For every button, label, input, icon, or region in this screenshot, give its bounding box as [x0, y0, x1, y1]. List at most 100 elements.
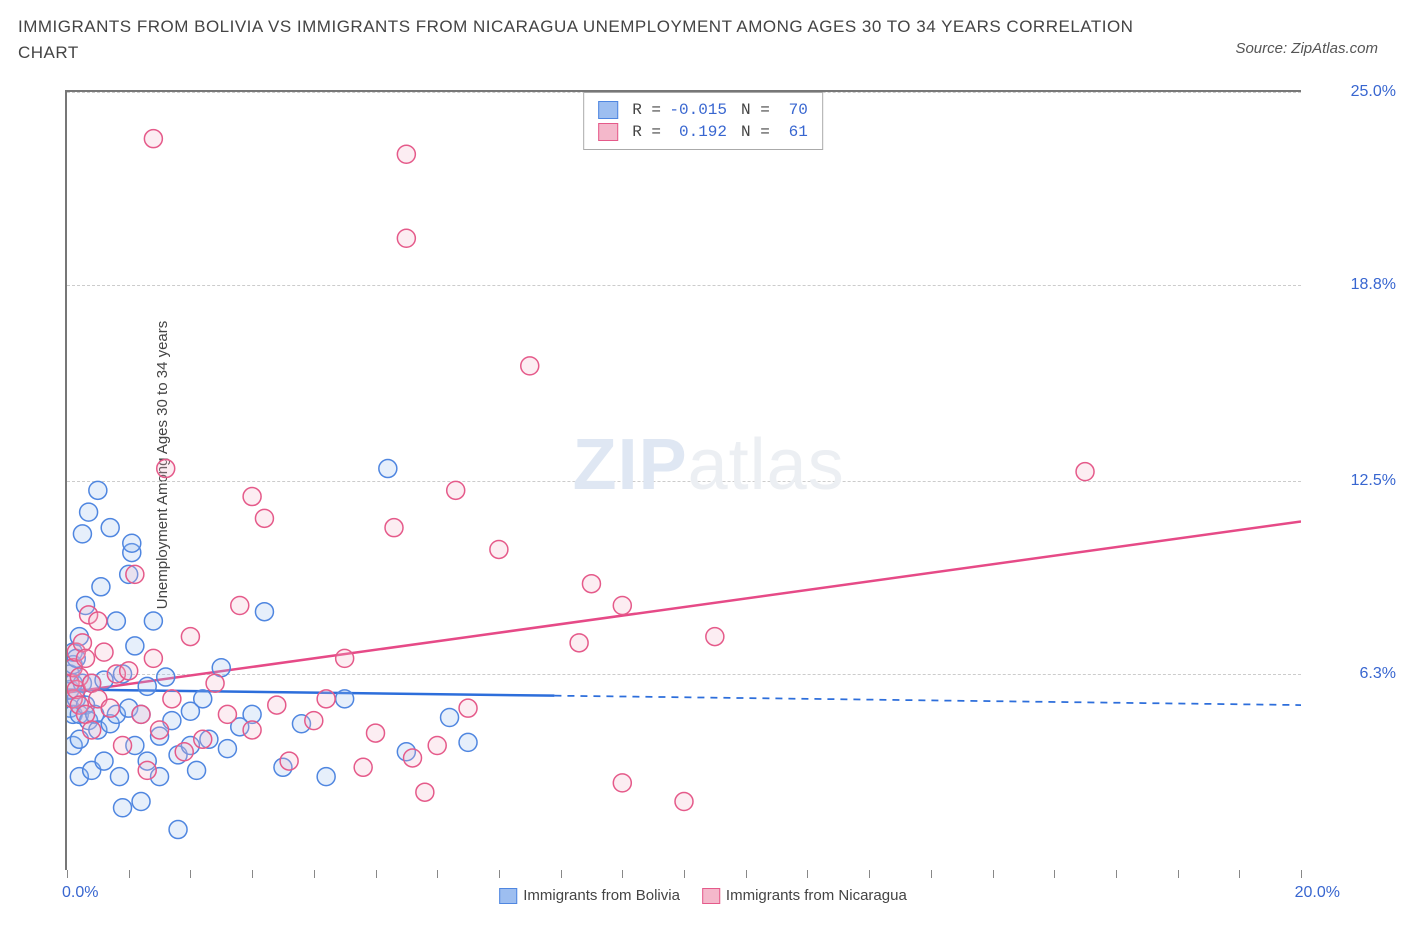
data-point [80, 503, 98, 521]
data-point [114, 737, 132, 755]
data-point [416, 783, 434, 801]
data-point [126, 637, 144, 655]
chart-svg [67, 92, 1301, 870]
data-point [428, 737, 446, 755]
x-tick [1116, 870, 1117, 878]
data-point [188, 761, 206, 779]
data-point [95, 643, 113, 661]
data-point [404, 749, 422, 767]
data-point [163, 690, 181, 708]
data-point [280, 752, 298, 770]
data-point [490, 540, 508, 558]
data-point [218, 740, 236, 758]
legend-row-bolivia: R = -0.015 N = 70 [598, 99, 808, 121]
x-tick [746, 870, 747, 878]
data-point [107, 612, 125, 630]
trend-line [67, 521, 1301, 692]
data-point [336, 690, 354, 708]
x-tick [129, 870, 130, 878]
legend-n-nicaragua: 61 [774, 123, 808, 141]
data-point [231, 596, 249, 614]
x-tick [1054, 870, 1055, 878]
data-point [169, 821, 187, 839]
data-point [92, 578, 110, 596]
data-point [110, 768, 128, 786]
legend-label-r: R = [632, 101, 661, 119]
legend-label-r: R = [632, 123, 661, 141]
x-tick [190, 870, 191, 878]
legend-label-n: N = [741, 101, 770, 119]
data-point [367, 724, 385, 742]
x-tick [931, 870, 932, 878]
data-point [206, 674, 224, 692]
data-point [255, 509, 273, 527]
source-attribution: Source: ZipAtlas.com [1235, 40, 1378, 57]
x-tick [561, 870, 562, 878]
data-point [243, 721, 261, 739]
legend-label-n: N = [741, 123, 770, 141]
y-tick-label: 12.5% [1311, 472, 1396, 490]
legend-r-bolivia: -0.015 [665, 101, 727, 119]
x-tick [807, 870, 808, 878]
x-tick [622, 870, 623, 878]
data-point [77, 649, 95, 667]
data-point [83, 721, 101, 739]
data-point [157, 668, 175, 686]
data-point [114, 799, 132, 817]
swatch-bolivia [499, 888, 517, 904]
data-point [89, 481, 107, 499]
x-tick [314, 870, 315, 878]
data-point [73, 634, 91, 652]
data-point [73, 525, 91, 543]
data-point [459, 699, 477, 717]
x-tick [1301, 870, 1302, 878]
x-axis-min-label: 0.0% [62, 884, 98, 902]
swatch-nicaragua [598, 123, 618, 141]
data-point [144, 130, 162, 148]
legend-item-nicaragua: Immigrants from Nicaragua [702, 887, 907, 904]
data-point [95, 752, 113, 770]
data-point [181, 628, 199, 646]
data-point [138, 761, 156, 779]
legend-n-bolivia: 70 [774, 101, 808, 119]
data-point [144, 649, 162, 667]
data-point [447, 481, 465, 499]
data-point [317, 768, 335, 786]
x-tick [252, 870, 253, 878]
data-point [255, 603, 273, 621]
legend-item-bolivia: Immigrants from Bolivia [499, 887, 680, 904]
data-point [101, 519, 119, 537]
data-point [675, 793, 693, 811]
x-tick [499, 870, 500, 878]
data-point [101, 699, 119, 717]
legend-r-nicaragua: 0.192 [665, 123, 727, 141]
data-point [379, 460, 397, 478]
data-point [218, 705, 236, 723]
data-point [243, 488, 261, 506]
data-point [354, 758, 372, 776]
legend-text-bolivia: Immigrants from Bolivia [523, 887, 680, 904]
data-point [194, 730, 212, 748]
data-point [175, 743, 193, 761]
data-point [1076, 463, 1094, 481]
data-point [570, 634, 588, 652]
data-point [144, 612, 162, 630]
data-point [397, 145, 415, 163]
data-point [126, 565, 144, 583]
swatch-bolivia [598, 101, 618, 119]
y-tick-label: 25.0% [1311, 83, 1396, 101]
data-point [521, 357, 539, 375]
series-legend: Immigrants from Bolivia Immigrants from … [499, 887, 907, 904]
data-point [613, 774, 631, 792]
x-tick [993, 870, 994, 878]
data-point [613, 596, 631, 614]
x-tick [376, 870, 377, 878]
x-tick [869, 870, 870, 878]
data-point [123, 534, 141, 552]
y-tick-label: 18.8% [1311, 276, 1396, 294]
data-point [157, 460, 175, 478]
data-point [397, 229, 415, 247]
data-point [459, 733, 477, 751]
legend-text-nicaragua: Immigrants from Nicaragua [726, 887, 907, 904]
data-point [317, 690, 335, 708]
